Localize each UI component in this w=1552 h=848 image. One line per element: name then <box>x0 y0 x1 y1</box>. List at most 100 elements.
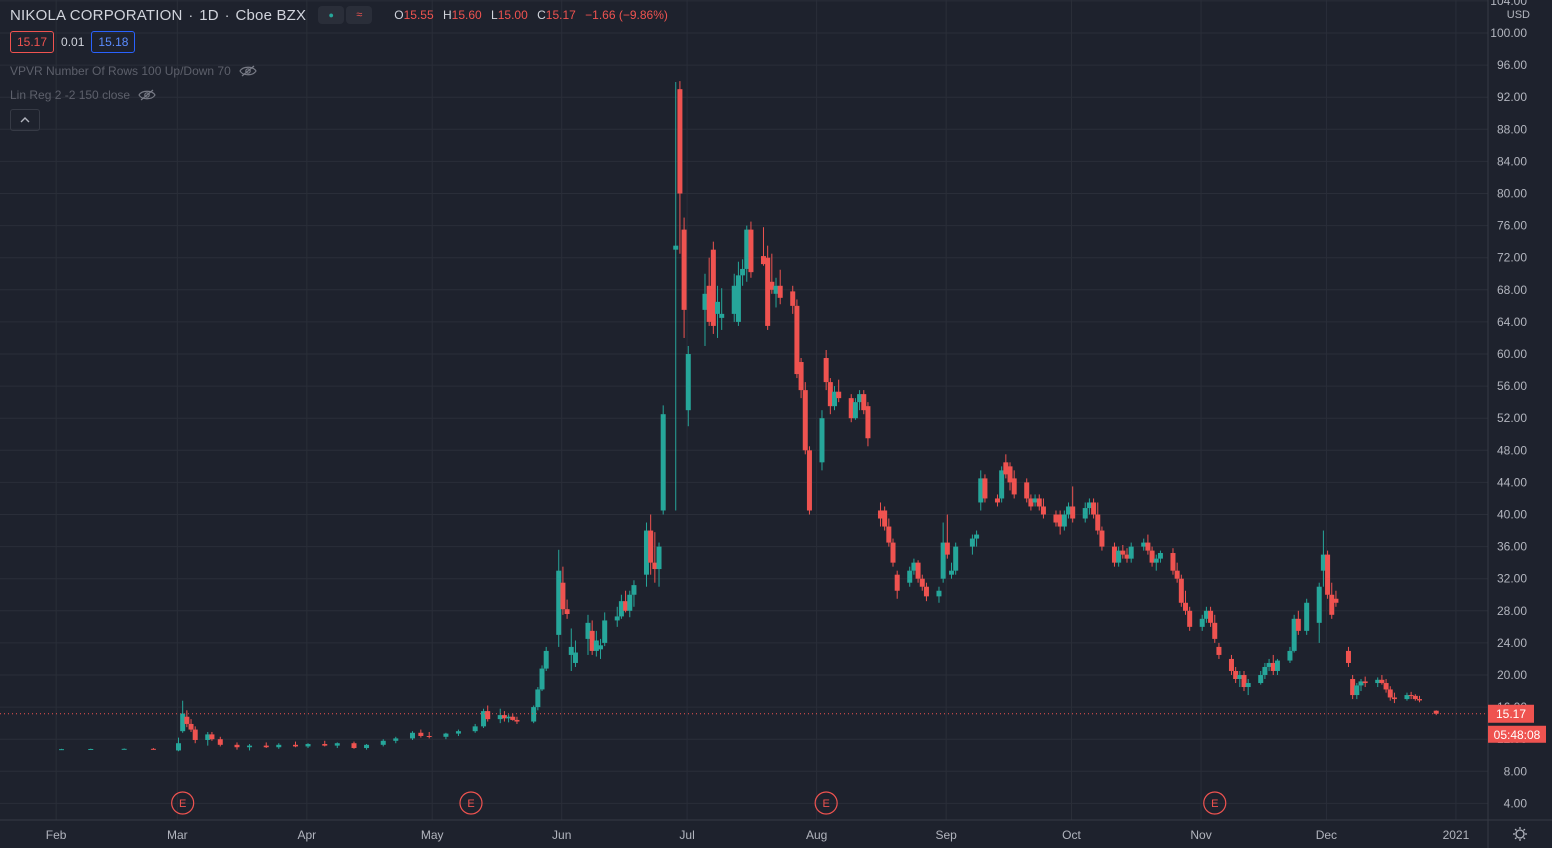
bid-price[interactable]: 15.17 <box>10 31 55 53</box>
candle-body <box>1358 681 1364 686</box>
interval-label[interactable]: 1D <box>199 6 219 24</box>
candle-body <box>1412 695 1418 700</box>
data-delay-icon[interactable]: ≈ <box>346 6 373 24</box>
candle-body <box>894 574 900 591</box>
candle-body <box>589 630 595 651</box>
candle-body <box>1040 506 1046 515</box>
candle-body <box>1128 546 1134 559</box>
candle-body <box>848 398 854 419</box>
y-axis-label: 40.00 <box>1497 508 1527 522</box>
candle-body <box>982 478 988 499</box>
candle-body <box>765 257 771 326</box>
open-value: 15.55 <box>403 8 434 22</box>
bid-ask-box: 15.17 0.01 15.18 <box>10 31 136 53</box>
candle-body <box>1082 508 1088 519</box>
candle-body <box>1417 699 1423 701</box>
candle-body <box>1216 646 1222 655</box>
y-axis-label: 20.00 <box>1497 668 1527 682</box>
candle-body <box>593 640 599 651</box>
candle-body <box>890 542 896 563</box>
candle-body <box>944 542 950 555</box>
spread-value: 0.01 <box>61 35 85 49</box>
indicator-vpvr[interactable]: VPVR Number Of Rows 100 Up/Down 70 <box>10 64 257 78</box>
candle-body <box>292 744 298 747</box>
y-axis-label: 36.00 <box>1497 540 1527 554</box>
candle-body <box>351 743 357 749</box>
earnings-marker[interactable] <box>1203 791 1227 815</box>
hidden-eye-icon[interactable] <box>138 89 156 101</box>
ask-price[interactable]: 15.18 <box>91 31 136 53</box>
countdown-value: 05:48:08 <box>1494 728 1541 742</box>
candle-body <box>1124 554 1130 559</box>
candle-body <box>631 585 637 595</box>
candle-body <box>994 498 1000 503</box>
candle-body <box>1387 689 1393 698</box>
candle-body <box>234 744 240 748</box>
candle-body <box>184 716 190 724</box>
candle-body <box>1362 681 1368 684</box>
candle-body <box>923 586 929 597</box>
candle-body <box>1379 679 1385 684</box>
symbol-name[interactable]: NIKOLA CORPORATION <box>10 6 183 24</box>
indicator-linreg[interactable]: Lin Reg 2 -2 150 close <box>10 88 156 102</box>
status-pills: ● ≈ <box>318 6 374 24</box>
hidden-eye-icon[interactable] <box>239 65 257 77</box>
candle-body <box>744 229 750 269</box>
candle-body <box>643 530 649 575</box>
candle-body <box>485 711 491 720</box>
legend-dot: · <box>188 7 194 23</box>
candle-body <box>1061 514 1067 527</box>
candle-body <box>1212 622 1218 639</box>
candle-body <box>798 362 804 391</box>
candle-body <box>1145 542 1151 551</box>
y-axis-label: 60.00 <box>1497 347 1527 361</box>
x-axis-label: Apr <box>298 828 317 842</box>
candle-body <box>1404 695 1410 700</box>
earnings-marker[interactable] <box>814 791 838 815</box>
candle-body <box>535 689 541 708</box>
candle-body <box>1329 594 1335 615</box>
candle-body <box>334 743 340 746</box>
candle-body <box>1333 598 1339 603</box>
earnings-marker-label: E <box>822 798 829 810</box>
y-axis-label: 80.00 <box>1497 187 1527 201</box>
market-status-icon[interactable]: ● <box>318 6 345 24</box>
candle-body <box>1178 578 1184 603</box>
collapse-indicators-button[interactable] <box>10 109 40 131</box>
candle-body <box>393 738 399 741</box>
symbol-legend: NIKOLA CORPORATION · 1D · Cboe BZX ● ≈ O… <box>10 6 668 24</box>
candle-body <box>618 601 624 617</box>
candle-body <box>673 245 679 250</box>
candle-body <box>598 645 604 650</box>
indicator-label: Lin Reg 2 -2 150 close <box>10 88 131 102</box>
y-axis-label: 96.00 <box>1497 58 1527 72</box>
candle-body <box>652 562 658 570</box>
change-value: −1.66 (−9.86%) <box>585 8 668 22</box>
candle-body <box>1183 602 1189 611</box>
indicator-label: VPVR Number Of Rows 100 Up/Down 70 <box>10 64 231 78</box>
candle-body <box>1245 683 1251 688</box>
x-axis-label: Feb <box>46 828 67 842</box>
candle-body <box>1066 506 1072 515</box>
candle-body <box>1203 610 1209 619</box>
y-axis-label: 56.00 <box>1497 379 1527 393</box>
candle-body <box>623 601 629 611</box>
earnings-marker[interactable] <box>459 791 483 815</box>
candle-body <box>1262 666 1268 675</box>
candle-body <box>1316 586 1322 623</box>
x-axis-label: 2021 <box>1443 828 1470 842</box>
candle-body <box>481 711 487 727</box>
candle-body <box>418 732 424 736</box>
settings-gear-icon[interactable] <box>1513 827 1527 841</box>
candle-body <box>1095 514 1101 531</box>
ohlc-values: O15.55 H15.60 L15.00 C15.17 −1.66 (−9.86… <box>388 8 668 22</box>
candle-body <box>205 734 211 741</box>
candle-body <box>276 744 282 748</box>
candle-body <box>543 650 549 669</box>
y-axis-label: 32.00 <box>1497 572 1527 586</box>
earnings-marker[interactable] <box>171 791 195 815</box>
y-axis-label: 64.00 <box>1497 315 1527 329</box>
candle-body <box>1233 670 1239 680</box>
candle-body <box>656 546 662 570</box>
